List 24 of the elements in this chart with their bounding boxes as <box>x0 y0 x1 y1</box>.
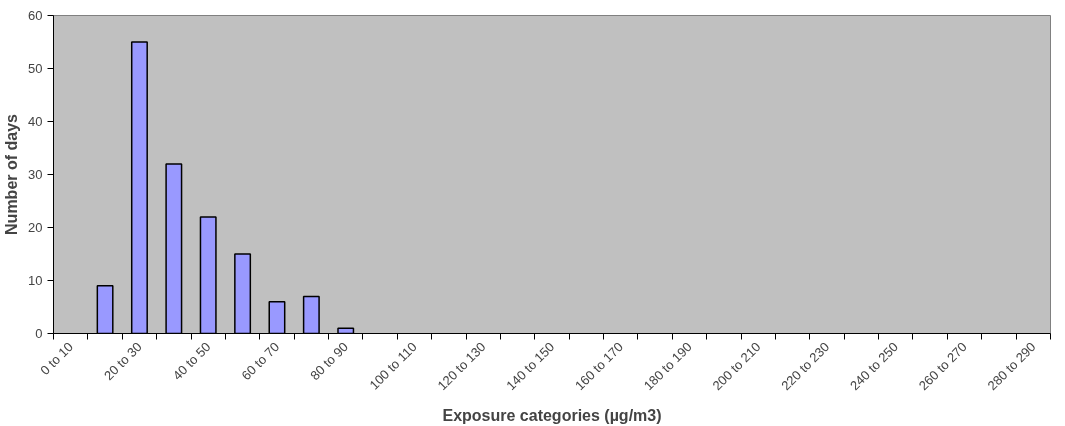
y-tick-label: 40 <box>28 114 43 129</box>
x-tick-label: 140 to 150 <box>503 339 558 394</box>
y-tick-label: 10 <box>28 273 43 288</box>
y-axis-title: Number of days <box>3 113 21 235</box>
x-tick-label: 200 to 210 <box>709 339 764 394</box>
y-tick-label: 60 <box>28 8 43 23</box>
x-tick-label: 40 to 50 <box>169 339 214 384</box>
x-tick-label: 160 to 170 <box>571 339 627 394</box>
x-tick-label: 100 to 110 <box>366 339 420 393</box>
x-tick-label: 60 to 70 <box>238 339 283 384</box>
y-tick-label: 50 <box>28 61 43 76</box>
x-tick-label: 120 to 130 <box>434 339 489 394</box>
y-tick-label: 30 <box>28 167 43 182</box>
x-tick-label: 240 to 250 <box>847 339 902 394</box>
y-tick-label: 20 <box>28 220 43 235</box>
y-tick-label: 0 <box>35 326 43 341</box>
x-axis-title: Exposure categories (µg/m3) <box>442 406 662 424</box>
x-tick-label: 0 to 10 <box>37 339 76 378</box>
x-tick-label: 180 to 190 <box>640 339 695 394</box>
x-tick-label: 260 to 270 <box>915 339 970 394</box>
x-tick-label: 20 to 30 <box>100 339 145 384</box>
x-tick-label: 220 to 230 <box>778 339 833 394</box>
x-tick-label: 80 to 90 <box>307 339 352 384</box>
x-tick-label: 280 to 290 <box>984 339 1039 394</box>
